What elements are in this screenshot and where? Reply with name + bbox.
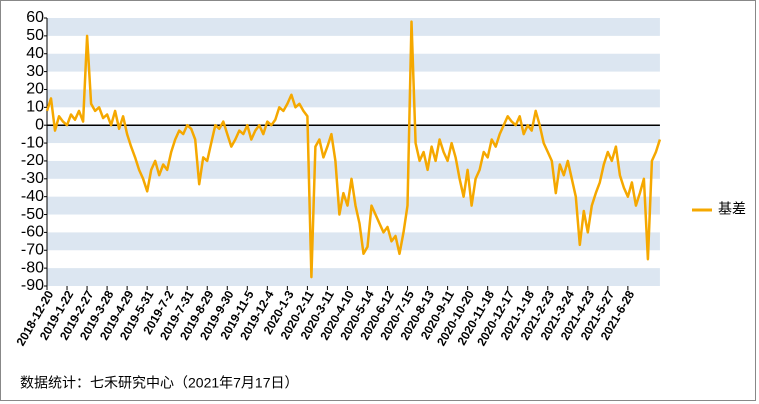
y-tick-label: -70 xyxy=(21,241,44,258)
y-tick-label: 20 xyxy=(26,81,44,98)
grid-band xyxy=(47,268,660,286)
source-note: 数据统计：七禾研究中心（2021年7月17日） xyxy=(20,375,299,391)
y-tick-label: -90 xyxy=(21,277,44,294)
y-tick-label: 10 xyxy=(26,99,44,116)
grid-band xyxy=(47,89,660,108)
y-tick-label: 50 xyxy=(26,27,44,44)
grid-band xyxy=(47,18,660,36)
y-tick-label: -50 xyxy=(21,206,44,223)
y-tick-label: -40 xyxy=(21,188,44,205)
y-tick-label: -80 xyxy=(21,259,44,276)
data-line xyxy=(45,20,662,279)
y-tick-label: 40 xyxy=(26,45,44,62)
grid-band xyxy=(47,232,660,251)
y-tick-label: -60 xyxy=(21,224,44,241)
y-tick-label: 60 xyxy=(26,9,44,26)
grid-band xyxy=(47,53,660,72)
y-tick-label: 30 xyxy=(26,63,44,80)
grid-band xyxy=(47,196,660,215)
grid-band xyxy=(47,125,660,144)
y-tick-label: -20 xyxy=(21,152,44,169)
y-tick-label: -10 xyxy=(21,134,44,151)
legend-label: 基差 xyxy=(718,201,746,217)
y-tick-label: 0 xyxy=(35,116,44,133)
y-tick-label: -30 xyxy=(21,170,44,187)
